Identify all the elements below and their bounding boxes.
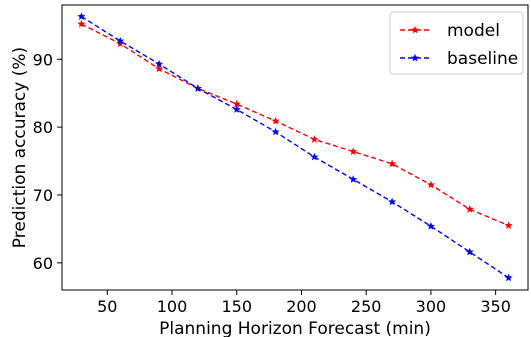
data-point-baseline [232,105,241,113]
x-axis-label: Planning Horizon Forecast (min) [159,319,431,337]
legend-label-baseline: baseline [447,49,518,69]
data-point-baseline [155,59,164,68]
y-axis-label: Prediction accuracy (%) [10,47,30,248]
data-point-model [271,116,280,125]
legend-label-model: model [447,21,500,41]
legend-marker-baseline [411,53,419,62]
y-axis-ticks: 60 70 80 90 [33,50,62,273]
y-tick-label: 90 [33,50,53,69]
x-tick-label: 200 [286,297,317,316]
data-point-baseline [349,175,358,183]
data-point-baseline [116,36,125,45]
y-tick-label: 80 [33,118,53,137]
data-point-model [155,64,164,73]
y-tick-label: 60 [33,254,53,273]
data-point-baseline [504,273,513,282]
data-point-baseline [426,222,435,230]
data-point-model [426,180,435,189]
data-point-baseline [465,247,474,256]
data-point-baseline [310,152,319,161]
series-line-baseline [81,15,509,279]
data-point-baseline [388,197,397,206]
data-point-model [388,159,397,168]
data-point-model [465,205,474,213]
legend-marker-model [411,25,419,34]
plot-frame [61,4,529,291]
x-axis-ticks: 50 100 150 200 250 300 350 [97,290,511,316]
data-point-model [310,135,319,143]
data-point-model [77,19,86,28]
series-layer [77,12,513,282]
x-tick-label: 50 [97,297,117,316]
plot-area [61,4,529,291]
data-point-baseline [193,84,202,92]
x-tick-label: 350 [480,297,511,316]
data-point-baseline [77,12,86,20]
x-tick-label: 250 [351,297,382,316]
x-tick-label: 100 [157,297,188,316]
y-tick-label: 70 [33,186,53,205]
x-tick-label: 300 [416,297,447,316]
series-line-model [81,23,509,227]
data-point-baseline [271,127,280,136]
x-tick-label: 150 [221,297,252,316]
data-point-model [349,147,358,155]
data-point-model [504,221,513,229]
legend-box [389,11,524,75]
legend: model baseline [389,11,524,75]
